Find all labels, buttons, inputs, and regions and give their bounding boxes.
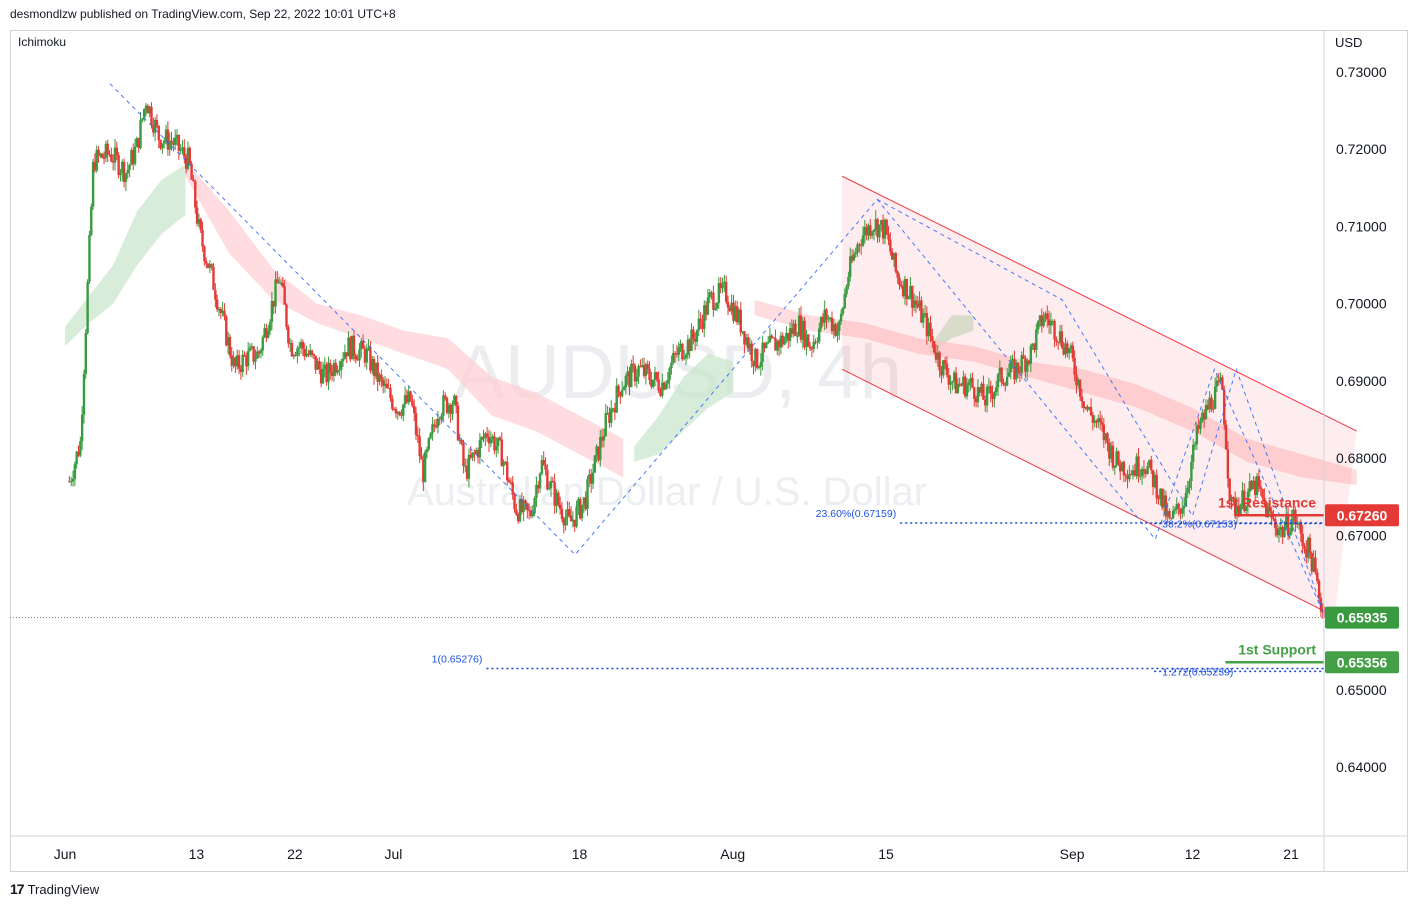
publisher-line: desmondlzw published on TradingView.com,… [10,7,396,21]
footer-brand: TradingView [27,881,100,897]
price-axis-currency: USD [1335,35,1363,50]
chart-frame [10,30,1408,872]
ichimoku-indicator-label[interactable]: Ichimoku [18,35,67,49]
tradingview-logo-icon: 17 [10,881,25,897]
footer: 17 TradingView [10,881,99,897]
